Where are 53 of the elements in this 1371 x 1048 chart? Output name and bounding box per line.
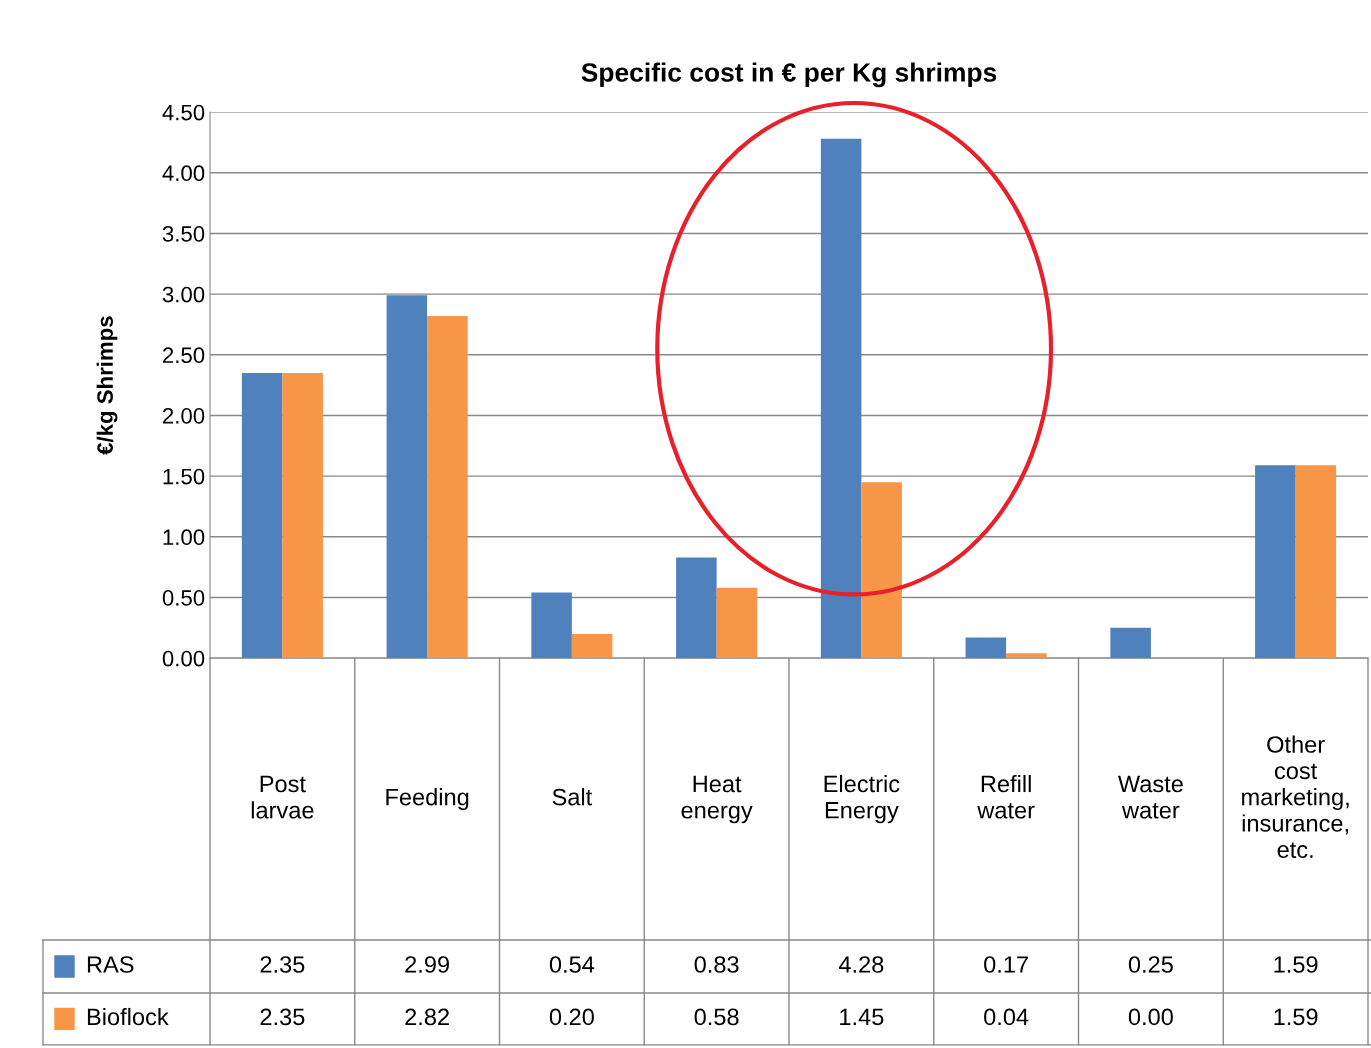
x-tick-label: Other cost marketing, insurance, etc.: [1242, 735, 1349, 859]
data-label: 0.54: [549, 956, 595, 973]
data-label: 4.28: [838, 956, 884, 973]
legend-label: Bioflock: [87, 1007, 169, 1026]
data-label: 1.59: [1274, 956, 1318, 973]
data-label: 2.35: [260, 956, 305, 973]
x-tick-label: Heat energy: [681, 775, 753, 824]
y-tick-label: 0.00: [162, 650, 205, 667]
bar: [427, 315, 468, 659]
x-tick-label: Post larvae: [251, 775, 314, 819]
bar: [716, 587, 758, 659]
bar: [1255, 465, 1296, 659]
data-label: 0.17: [984, 956, 1028, 973]
y-tick-label: 4.50: [162, 104, 205, 121]
y-tick-label: 4.00: [162, 165, 205, 182]
data-label: 0.00: [1128, 1008, 1173, 1026]
bar: [1110, 627, 1151, 659]
data-label: 0.83: [694, 956, 739, 973]
data-label: 0.20: [549, 1008, 594, 1026]
data-label: 1.45: [840, 1008, 884, 1026]
bar: [861, 482, 902, 659]
x-tick-label: Waste water: [1117, 775, 1183, 819]
bar: [820, 138, 862, 659]
x-tick-label: Electric Energy: [824, 774, 900, 824]
y-axis-title: €/kg Shrimps: [96, 316, 118, 455]
bar: [676, 557, 717, 659]
chart-title: Specific cost in € per Kg shrimps: [581, 62, 997, 88]
bar: [1295, 465, 1337, 659]
y-tick-label: 0.50: [162, 590, 205, 606]
data-label: 1.59: [1274, 1008, 1318, 1026]
y-tick-label: 3.00: [162, 286, 205, 303]
legend-label: RAS: [87, 956, 134, 973]
x-tick-label: Refill water: [977, 774, 1035, 819]
x-tick-label: Salt: [552, 788, 593, 806]
y-tick-label: 1.00: [163, 529, 205, 546]
bar: [282, 373, 323, 659]
data-label: 2.99: [405, 956, 449, 973]
y-tick-label: 1.50: [163, 468, 205, 485]
bar: [241, 373, 283, 659]
bar: [571, 633, 613, 659]
y-tick-label: 2.00: [163, 408, 205, 424]
bar: [965, 637, 1007, 659]
data-label: 0.58: [694, 1008, 739, 1026]
y-tick-label: 3.50: [162, 226, 205, 242]
bar: [386, 295, 428, 659]
data-label: 0.04: [984, 1008, 1029, 1026]
data-label: 2.82: [405, 1008, 449, 1026]
data-label: 0.25: [1128, 956, 1173, 973]
x-tick-label: Feeding: [386, 788, 469, 811]
bar: [531, 592, 572, 659]
data-label: 2.35: [260, 1008, 305, 1026]
bar: [1006, 653, 1047, 659]
y-tick-label: 2.50: [163, 347, 205, 364]
